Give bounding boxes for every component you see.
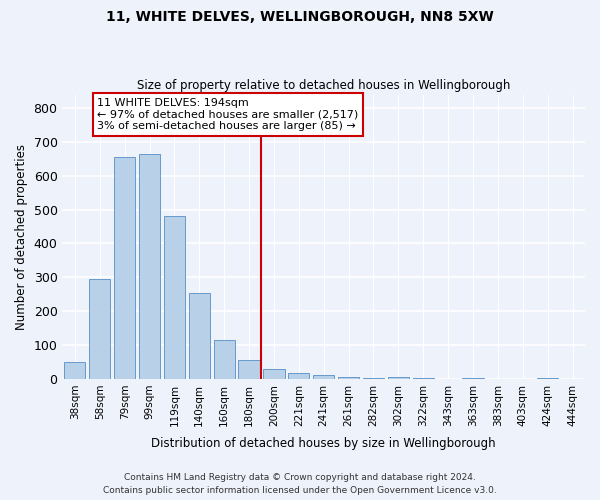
Bar <box>413 378 434 379</box>
Bar <box>313 375 334 379</box>
Bar <box>463 378 484 379</box>
Bar <box>164 216 185 379</box>
Bar <box>238 360 260 379</box>
Bar <box>114 157 135 379</box>
X-axis label: Distribution of detached houses by size in Wellingborough: Distribution of detached houses by size … <box>151 437 496 450</box>
Bar <box>64 362 85 379</box>
Bar <box>363 378 384 379</box>
Bar <box>214 340 235 379</box>
Bar <box>388 377 409 379</box>
Bar <box>263 370 284 379</box>
Bar <box>537 378 558 379</box>
Text: Contains HM Land Registry data © Crown copyright and database right 2024.
Contai: Contains HM Land Registry data © Crown c… <box>103 474 497 495</box>
Bar <box>139 154 160 379</box>
Bar <box>338 377 359 379</box>
Bar <box>288 373 310 379</box>
Bar <box>89 279 110 379</box>
Y-axis label: Number of detached properties: Number of detached properties <box>15 144 28 330</box>
Bar <box>189 294 210 379</box>
Title: Size of property relative to detached houses in Wellingborough: Size of property relative to detached ho… <box>137 79 511 92</box>
Text: 11 WHITE DELVES: 194sqm
← 97% of detached houses are smaller (2,517)
3% of semi-: 11 WHITE DELVES: 194sqm ← 97% of detache… <box>97 98 359 131</box>
Text: 11, WHITE DELVES, WELLINGBOROUGH, NN8 5XW: 11, WHITE DELVES, WELLINGBOROUGH, NN8 5X… <box>106 10 494 24</box>
